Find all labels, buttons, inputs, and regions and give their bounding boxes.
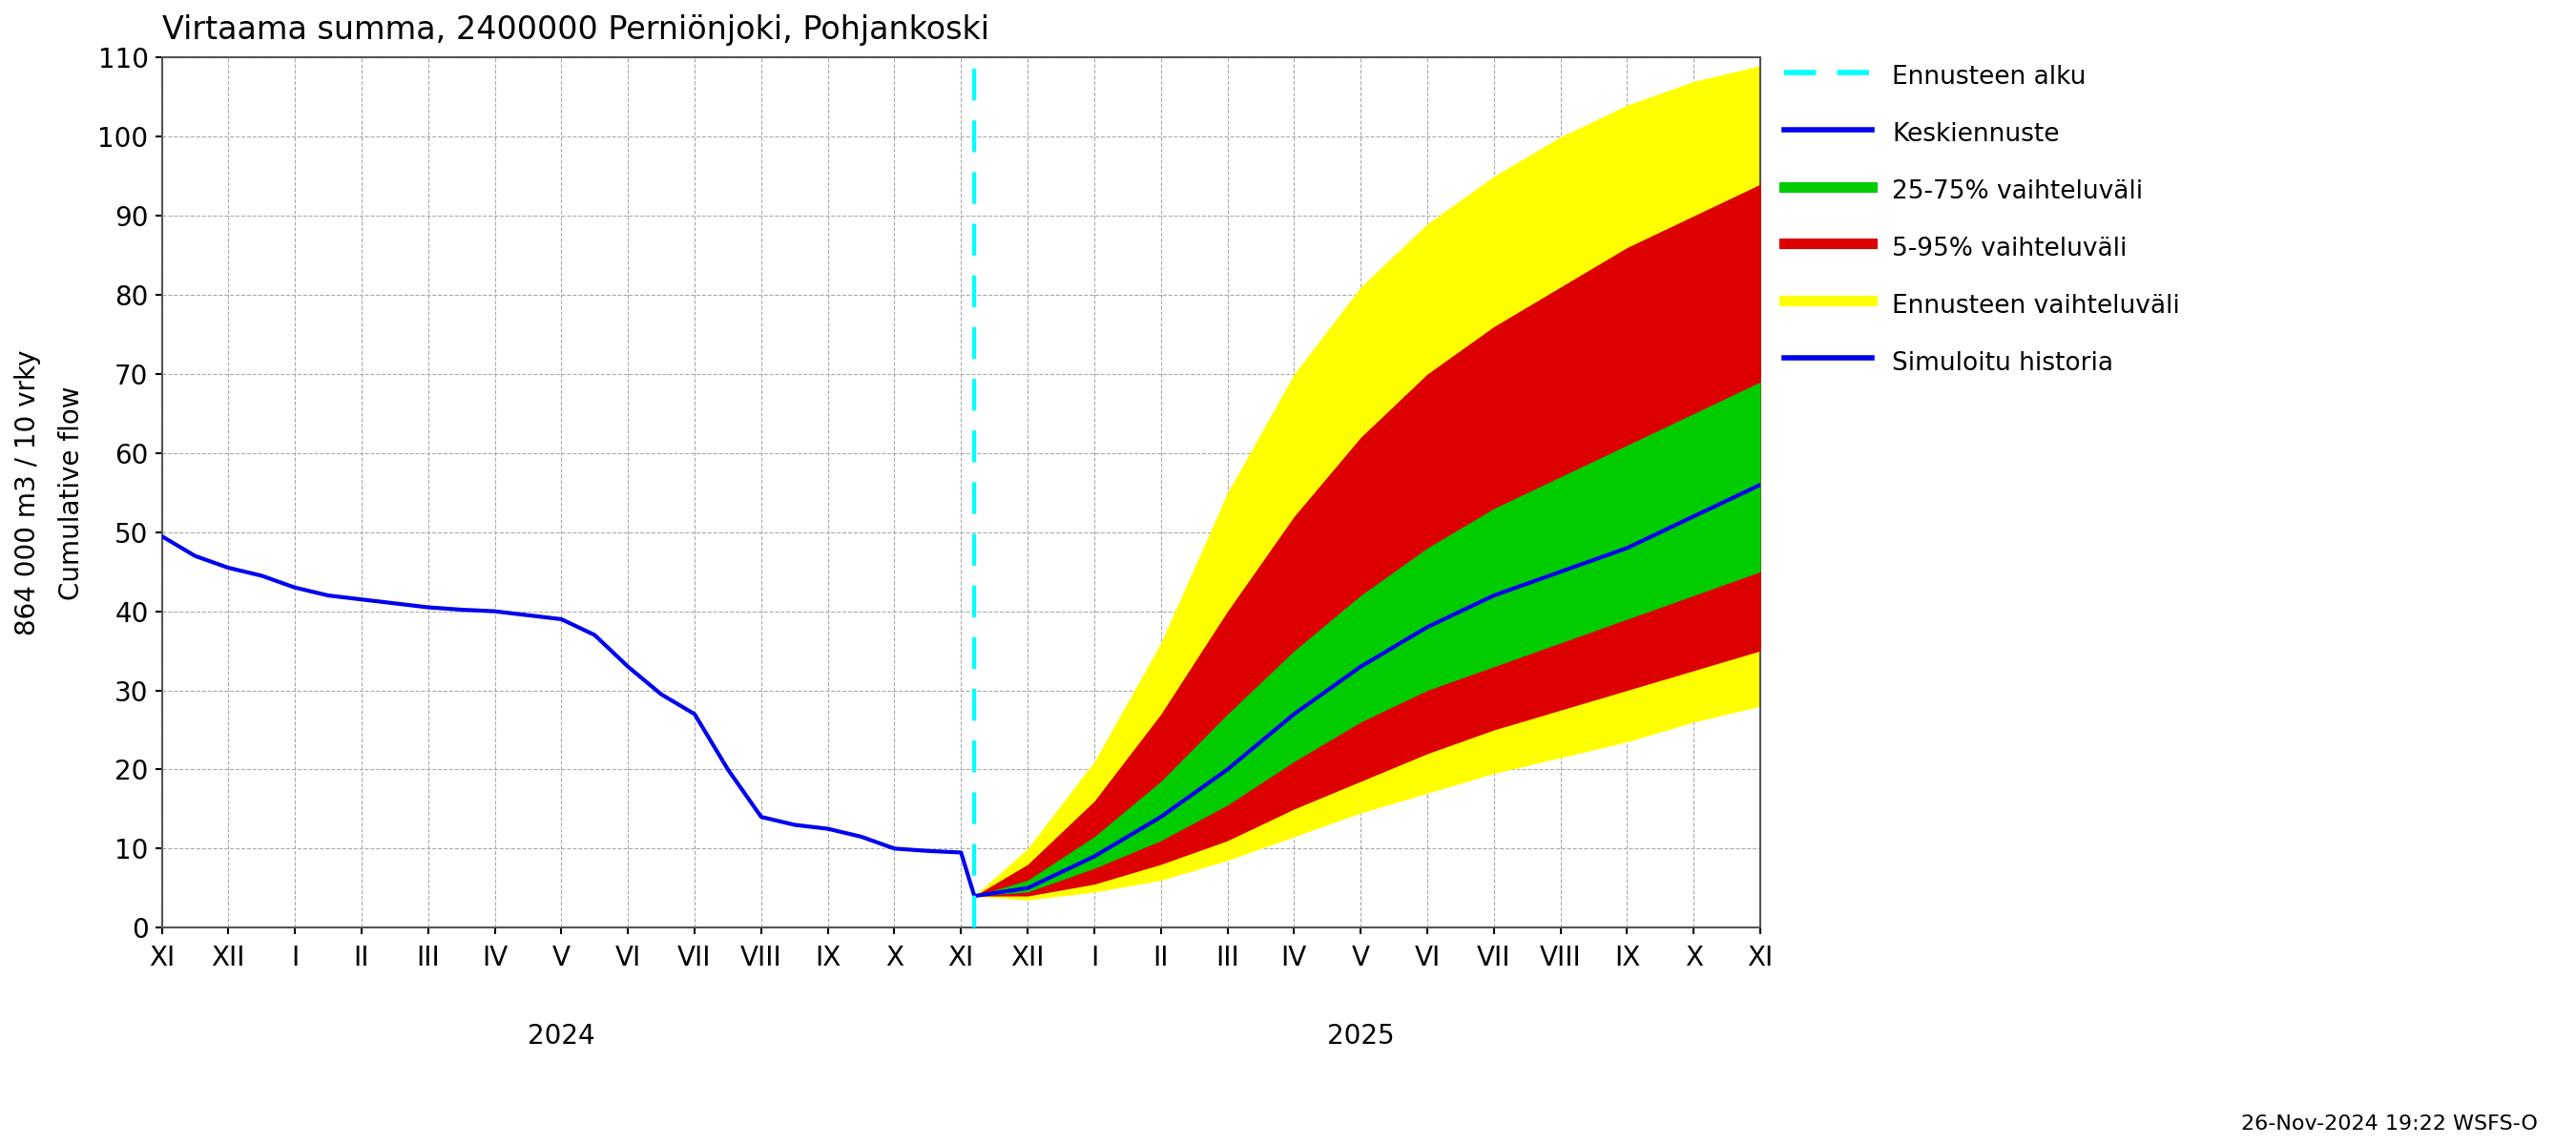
Y-axis label: 864 000 m3 / 10 vrky
Cumulative flow: 864 000 m3 / 10 vrky Cumulative flow [15,350,85,635]
Text: 2025: 2025 [1327,1022,1394,1049]
Legend: Ennusteen alku, Keskiennuste, 25-75% vaihteluväli, 5-95% vaihteluväli, Ennusteen: Ennusteen alku, Keskiennuste, 25-75% vai… [1775,53,2187,385]
Text: Virtaama summa, 2400000 Perniönjoki, Pohjankoski: Virtaama summa, 2400000 Perniönjoki, Poh… [162,14,989,46]
Text: 2024: 2024 [528,1022,595,1049]
Text: 26-Nov-2024 19:22 WSFS-O: 26-Nov-2024 19:22 WSFS-O [2241,1114,2537,1134]
